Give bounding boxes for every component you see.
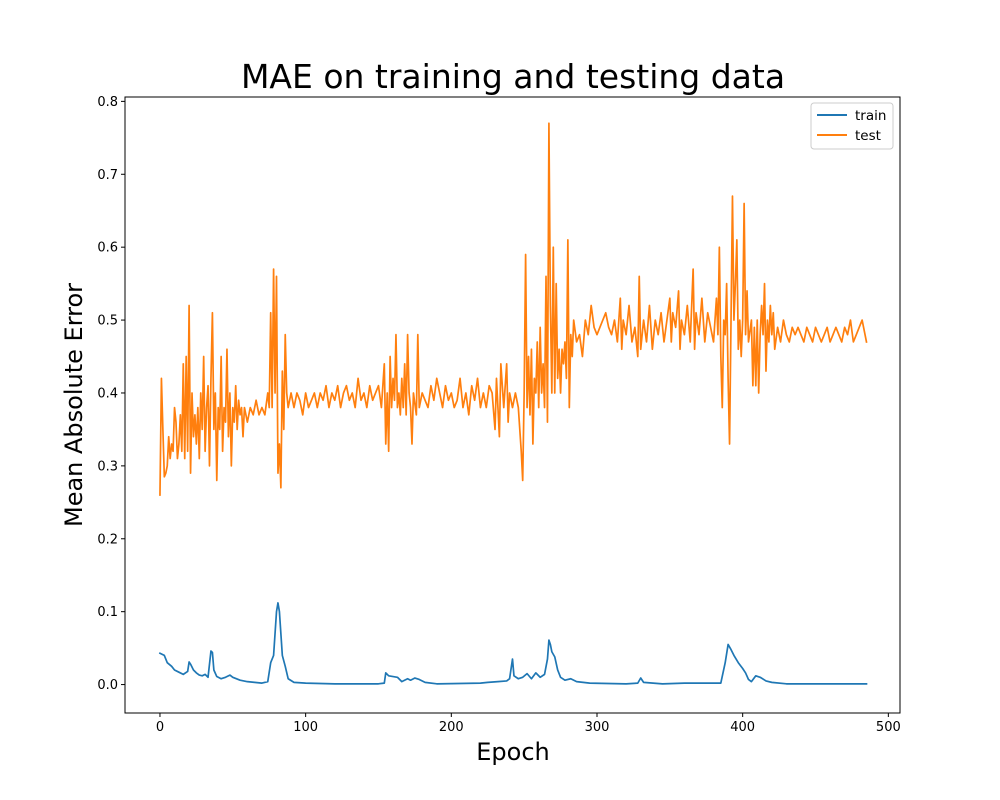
legend-label-test: test <box>855 128 881 144</box>
series-line-test <box>159 122 868 496</box>
x-axis-ticks: 0 100 200 300 400 500 <box>156 713 901 735</box>
y-axis-label: Mean Absolute Error <box>60 283 88 527</box>
y-tick-label: 0.7 <box>97 168 118 183</box>
x-tick-label: 500 <box>876 720 901 735</box>
series-line-train <box>158 602 868 685</box>
series-layer <box>158 122 868 685</box>
legend-label-train: train <box>855 108 886 124</box>
chart-title: MAE on training and testing data <box>241 57 785 96</box>
y-axis-ticks: 0.0 0.1 0.2 0.3 0.4 0.5 0.6 0.7 0.8 <box>97 95 125 693</box>
y-tick-label: 0.5 <box>97 314 118 329</box>
legend: train test <box>810 102 894 150</box>
y-tick-label: 0.0 <box>97 678 118 693</box>
x-axis-label: Epoch <box>476 738 550 766</box>
y-tick-label: 0.8 <box>97 95 118 110</box>
y-tick-label: 0.3 <box>97 459 118 474</box>
x-tick-label: 300 <box>585 720 610 735</box>
x-tick-label: 200 <box>439 720 464 735</box>
y-tick-label: 0.2 <box>97 532 118 547</box>
x-tick-label: 100 <box>293 720 318 735</box>
y-tick-label: 0.6 <box>97 241 118 256</box>
plot-area <box>124 96 901 714</box>
x-tick-label: 400 <box>730 720 755 735</box>
y-tick-label: 0.1 <box>97 605 118 620</box>
x-tick-label: 0 <box>156 720 164 735</box>
y-tick-label: 0.4 <box>97 386 118 401</box>
axes-frame <box>124 96 901 714</box>
